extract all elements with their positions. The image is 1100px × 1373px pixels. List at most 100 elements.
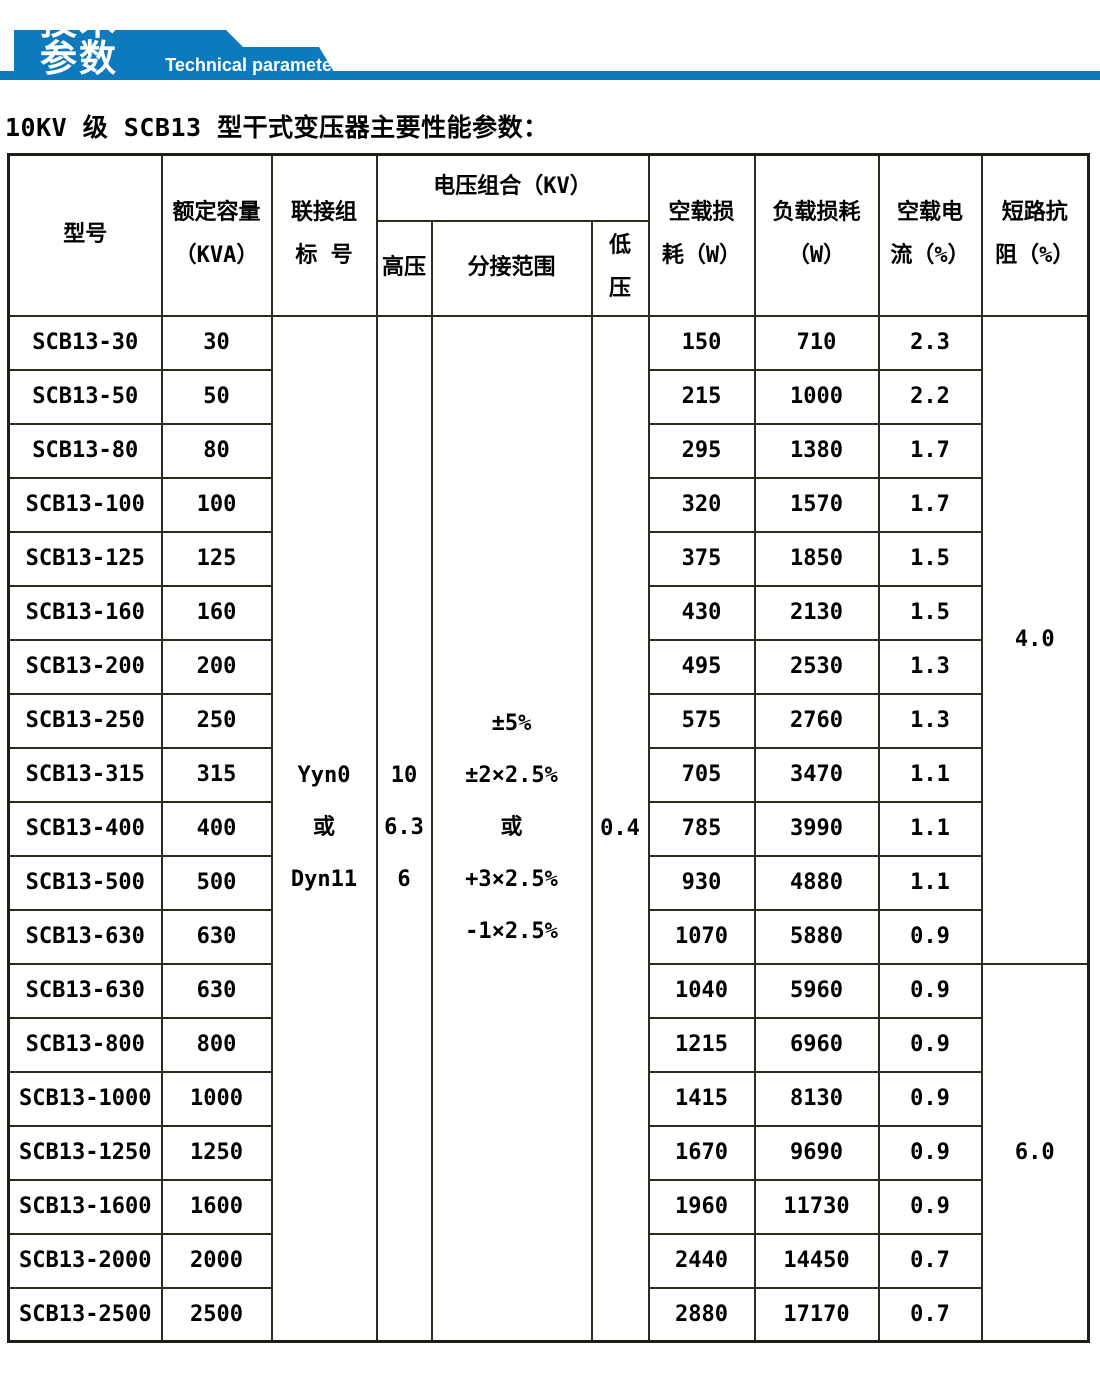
load-loss-cell: 17170 xyxy=(753,1286,880,1343)
no-load-current-cell: 1.3 xyxy=(877,638,983,695)
no-load-loss-cell: 2440 xyxy=(647,1232,756,1289)
table-row: SCB13-50 50 215 1000 2.2 xyxy=(7,368,1089,425)
capacity-cell: 160 xyxy=(160,584,273,641)
load-loss-cell: 9690 xyxy=(753,1124,880,1181)
header-lv: 低 压 xyxy=(590,219,650,317)
capacity-cell: 200 xyxy=(160,638,273,695)
model-cell: SCB13-315 xyxy=(7,746,163,803)
table-row: SCB13-30 30 Yyn0 或 Dyn11 10 6.3 6 ±5% ±2×2.5… xyxy=(7,314,1090,1343)
no-load-loss-cell: 375 xyxy=(647,530,756,587)
table-row: SCB13-630 630 1040 5960 0.9 6.0 xyxy=(7,962,1090,1343)
table-row: SCB13-2000 2000 2440 14450 0.7 xyxy=(7,1232,1089,1289)
table-row: SCB13-400 400 785 3990 1.1 xyxy=(7,800,1089,857)
no-load-loss-cell: 705 xyxy=(647,746,756,803)
model-cell: SCB13-160 xyxy=(7,584,163,641)
load-loss-cell: 710 xyxy=(753,314,880,371)
load-loss-cell: 2130 xyxy=(753,584,880,641)
no-load-current-cell: 1.1 xyxy=(877,800,983,857)
load-loss-cell: 1850 xyxy=(753,530,880,587)
no-load-current-cell: 0.7 xyxy=(877,1232,983,1289)
no-load-loss-cell: 320 xyxy=(647,476,756,533)
table-row: SCB13-100 100 320 1570 1.7 xyxy=(7,476,1089,533)
header-tap-range: 分接范围 xyxy=(430,219,593,317)
no-load-loss-cell: 150 xyxy=(647,314,756,371)
no-load-loss-cell: 1040 xyxy=(647,962,756,1019)
no-load-loss-cell: 215 xyxy=(647,368,756,425)
table-row: SCB13-630 630 1070 5880 0.9 xyxy=(7,908,1089,965)
no-load-current-cell: 2.3 xyxy=(877,314,983,371)
header-hv: 高压 xyxy=(375,219,433,317)
no-load-loss-cell: 495 xyxy=(647,638,756,695)
capacity-cell: 400 xyxy=(160,800,273,857)
no-load-loss-cell: 295 xyxy=(647,422,756,479)
table-row: SCB13-125 125 375 1850 1.5 xyxy=(7,530,1089,587)
page: 技术参数 Technical parameter 10KV 级 SCB13 型干… xyxy=(0,30,1100,1343)
no-load-loss-cell: 2880 xyxy=(647,1286,756,1343)
no-load-loss-cell: 1960 xyxy=(647,1178,756,1235)
table-row: SCB13-250 250 575 2760 1.3 xyxy=(7,692,1089,749)
load-loss-cell: 14450 xyxy=(753,1232,880,1289)
hv-voltage-cell: 10 6.3 6 xyxy=(375,314,433,1343)
banner-title-shape: 技术参数 Technical parameter xyxy=(14,30,339,80)
model-cell: SCB13-400 xyxy=(7,800,163,857)
model-cell: SCB13-2000 xyxy=(7,1232,163,1289)
header-voltage-combination: 电压组合（KV） xyxy=(375,153,650,222)
capacity-cell: 1250 xyxy=(160,1124,273,1181)
load-loss-cell: 8130 xyxy=(753,1070,880,1127)
capacity-cell: 630 xyxy=(160,962,273,1019)
header-capacity: 额定容量 （KVA） xyxy=(160,153,273,317)
model-cell: SCB13-100 xyxy=(7,476,163,533)
load-loss-cell: 11730 xyxy=(753,1178,880,1235)
capacity-cell: 500 xyxy=(160,854,273,911)
no-load-current-cell: 2.2 xyxy=(877,368,983,425)
capacity-cell: 2000 xyxy=(160,1232,273,1289)
no-load-loss-cell: 1215 xyxy=(647,1016,756,1073)
no-load-current-cell: 1.5 xyxy=(877,530,983,587)
header-connection-group: 联接组 标 号 xyxy=(270,153,378,317)
no-load-current-cell: 1.5 xyxy=(877,584,983,641)
table-row: SCB13-1000 1000 1415 8130 0.9 xyxy=(7,1070,1089,1127)
load-loss-cell: 4880 xyxy=(753,854,880,911)
capacity-cell: 1000 xyxy=(160,1070,273,1127)
header-short-circuit-impedance: 短路抗 阻（%） xyxy=(980,153,1090,317)
table-row: SCB13-200 200 495 2530 1.3 xyxy=(7,638,1089,695)
model-cell: SCB13-200 xyxy=(7,638,163,695)
model-cell: SCB13-630 xyxy=(7,908,163,965)
load-loss-cell: 3470 xyxy=(753,746,880,803)
load-loss-cell: 5960 xyxy=(753,962,880,1019)
table-row: SCB13-315 315 705 3470 1.1 xyxy=(7,746,1089,803)
load-loss-cell: 1570 xyxy=(753,476,880,533)
capacity-cell: 315 xyxy=(160,746,273,803)
tap-range-cell: ±5% ±2×2.5% 或 +3×2.5% -1×2.5% xyxy=(430,314,593,1343)
no-load-loss-cell: 1070 xyxy=(647,908,756,965)
load-loss-cell: 3990 xyxy=(753,800,880,857)
load-loss-cell: 2760 xyxy=(753,692,880,749)
table-row: SCB13-500 500 930 4880 1.1 xyxy=(7,854,1089,911)
no-load-current-cell: 0.9 xyxy=(877,1178,983,1235)
banner-title-en: Technical parameter xyxy=(165,55,339,75)
model-cell: SCB13-80 xyxy=(7,422,163,479)
model-cell: SCB13-1250 xyxy=(7,1124,163,1181)
header-row-1: 型号 额定容量 （KVA） 联接组 标 号 电压组合（KV） 空载损 耗（W） … xyxy=(7,153,1090,317)
model-cell: SCB13-1600 xyxy=(7,1178,163,1235)
model-cell: SCB13-2500 xyxy=(7,1286,163,1343)
capacity-cell: 80 xyxy=(160,422,273,479)
table-row: SCB13-160 160 430 2130 1.5 xyxy=(7,584,1089,641)
table-row: SCB13-2500 2500 2880 17170 0.7 xyxy=(7,1286,1089,1343)
parameters-table: 型号 额定容量 （KVA） 联接组 标 号 电压组合（KV） 空载损 耗（W） … xyxy=(7,153,1091,1343)
header-model: 型号 xyxy=(7,153,163,317)
page-title: 10KV 级 SCB13 型干式变压器主要性能参数： xyxy=(5,113,549,142)
impedance-cell: 6.0 xyxy=(980,962,1090,1343)
capacity-cell: 800 xyxy=(160,1016,273,1073)
connection-group-cell: Yyn0 或 Dyn11 xyxy=(270,314,378,1343)
table-body: SCB13-30 30 Yyn0 或 Dyn11 10 6.3 6 ±5% ±2×2.5… xyxy=(7,314,1090,1343)
load-loss-cell: 6960 xyxy=(753,1016,880,1073)
load-loss-cell: 5880 xyxy=(753,908,880,965)
model-cell: SCB13-800 xyxy=(7,1016,163,1073)
no-load-current-cell: 0.7 xyxy=(877,1286,983,1343)
model-cell: SCB13-1000 xyxy=(7,1070,163,1127)
lv-voltage-cell: 0.4 xyxy=(590,314,650,1343)
model-cell: SCB13-250 xyxy=(7,692,163,749)
no-load-current-cell: 0.9 xyxy=(877,1016,983,1073)
header-load-loss: 负载损耗 （W） xyxy=(753,153,880,317)
